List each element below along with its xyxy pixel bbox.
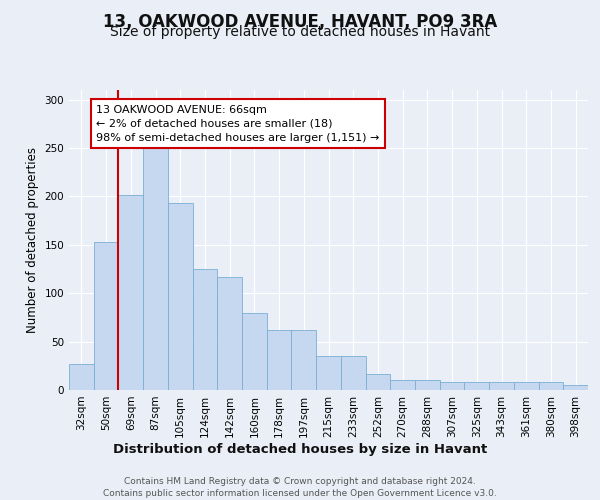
Text: Size of property relative to detached houses in Havant: Size of property relative to detached ho…: [110, 25, 490, 39]
Bar: [168, 203, 193, 390]
Bar: [118, 194, 143, 390]
Bar: [514, 382, 539, 390]
Bar: [143, 148, 168, 390]
Bar: [267, 330, 292, 390]
Bar: [390, 380, 415, 390]
Bar: [292, 330, 316, 390]
Bar: [563, 385, 588, 390]
Y-axis label: Number of detached properties: Number of detached properties: [26, 147, 39, 333]
Bar: [316, 356, 341, 390]
Bar: [341, 356, 365, 390]
Bar: [539, 382, 563, 390]
Bar: [217, 277, 242, 390]
Bar: [440, 382, 464, 390]
Text: Contains HM Land Registry data © Crown copyright and database right 2024.
Contai: Contains HM Land Registry data © Crown c…: [103, 476, 497, 498]
Text: Distribution of detached houses by size in Havant: Distribution of detached houses by size …: [113, 442, 487, 456]
Bar: [193, 269, 217, 390]
Text: 13, OAKWOOD AVENUE, HAVANT, PO9 3RA: 13, OAKWOOD AVENUE, HAVANT, PO9 3RA: [103, 12, 497, 30]
Bar: [69, 364, 94, 390]
Bar: [464, 382, 489, 390]
Bar: [242, 312, 267, 390]
Bar: [94, 242, 118, 390]
Bar: [489, 382, 514, 390]
Bar: [415, 380, 440, 390]
Text: 13 OAKWOOD AVENUE: 66sqm
← 2% of detached houses are smaller (18)
98% of semi-de: 13 OAKWOOD AVENUE: 66sqm ← 2% of detache…: [96, 104, 380, 142]
Bar: [365, 374, 390, 390]
